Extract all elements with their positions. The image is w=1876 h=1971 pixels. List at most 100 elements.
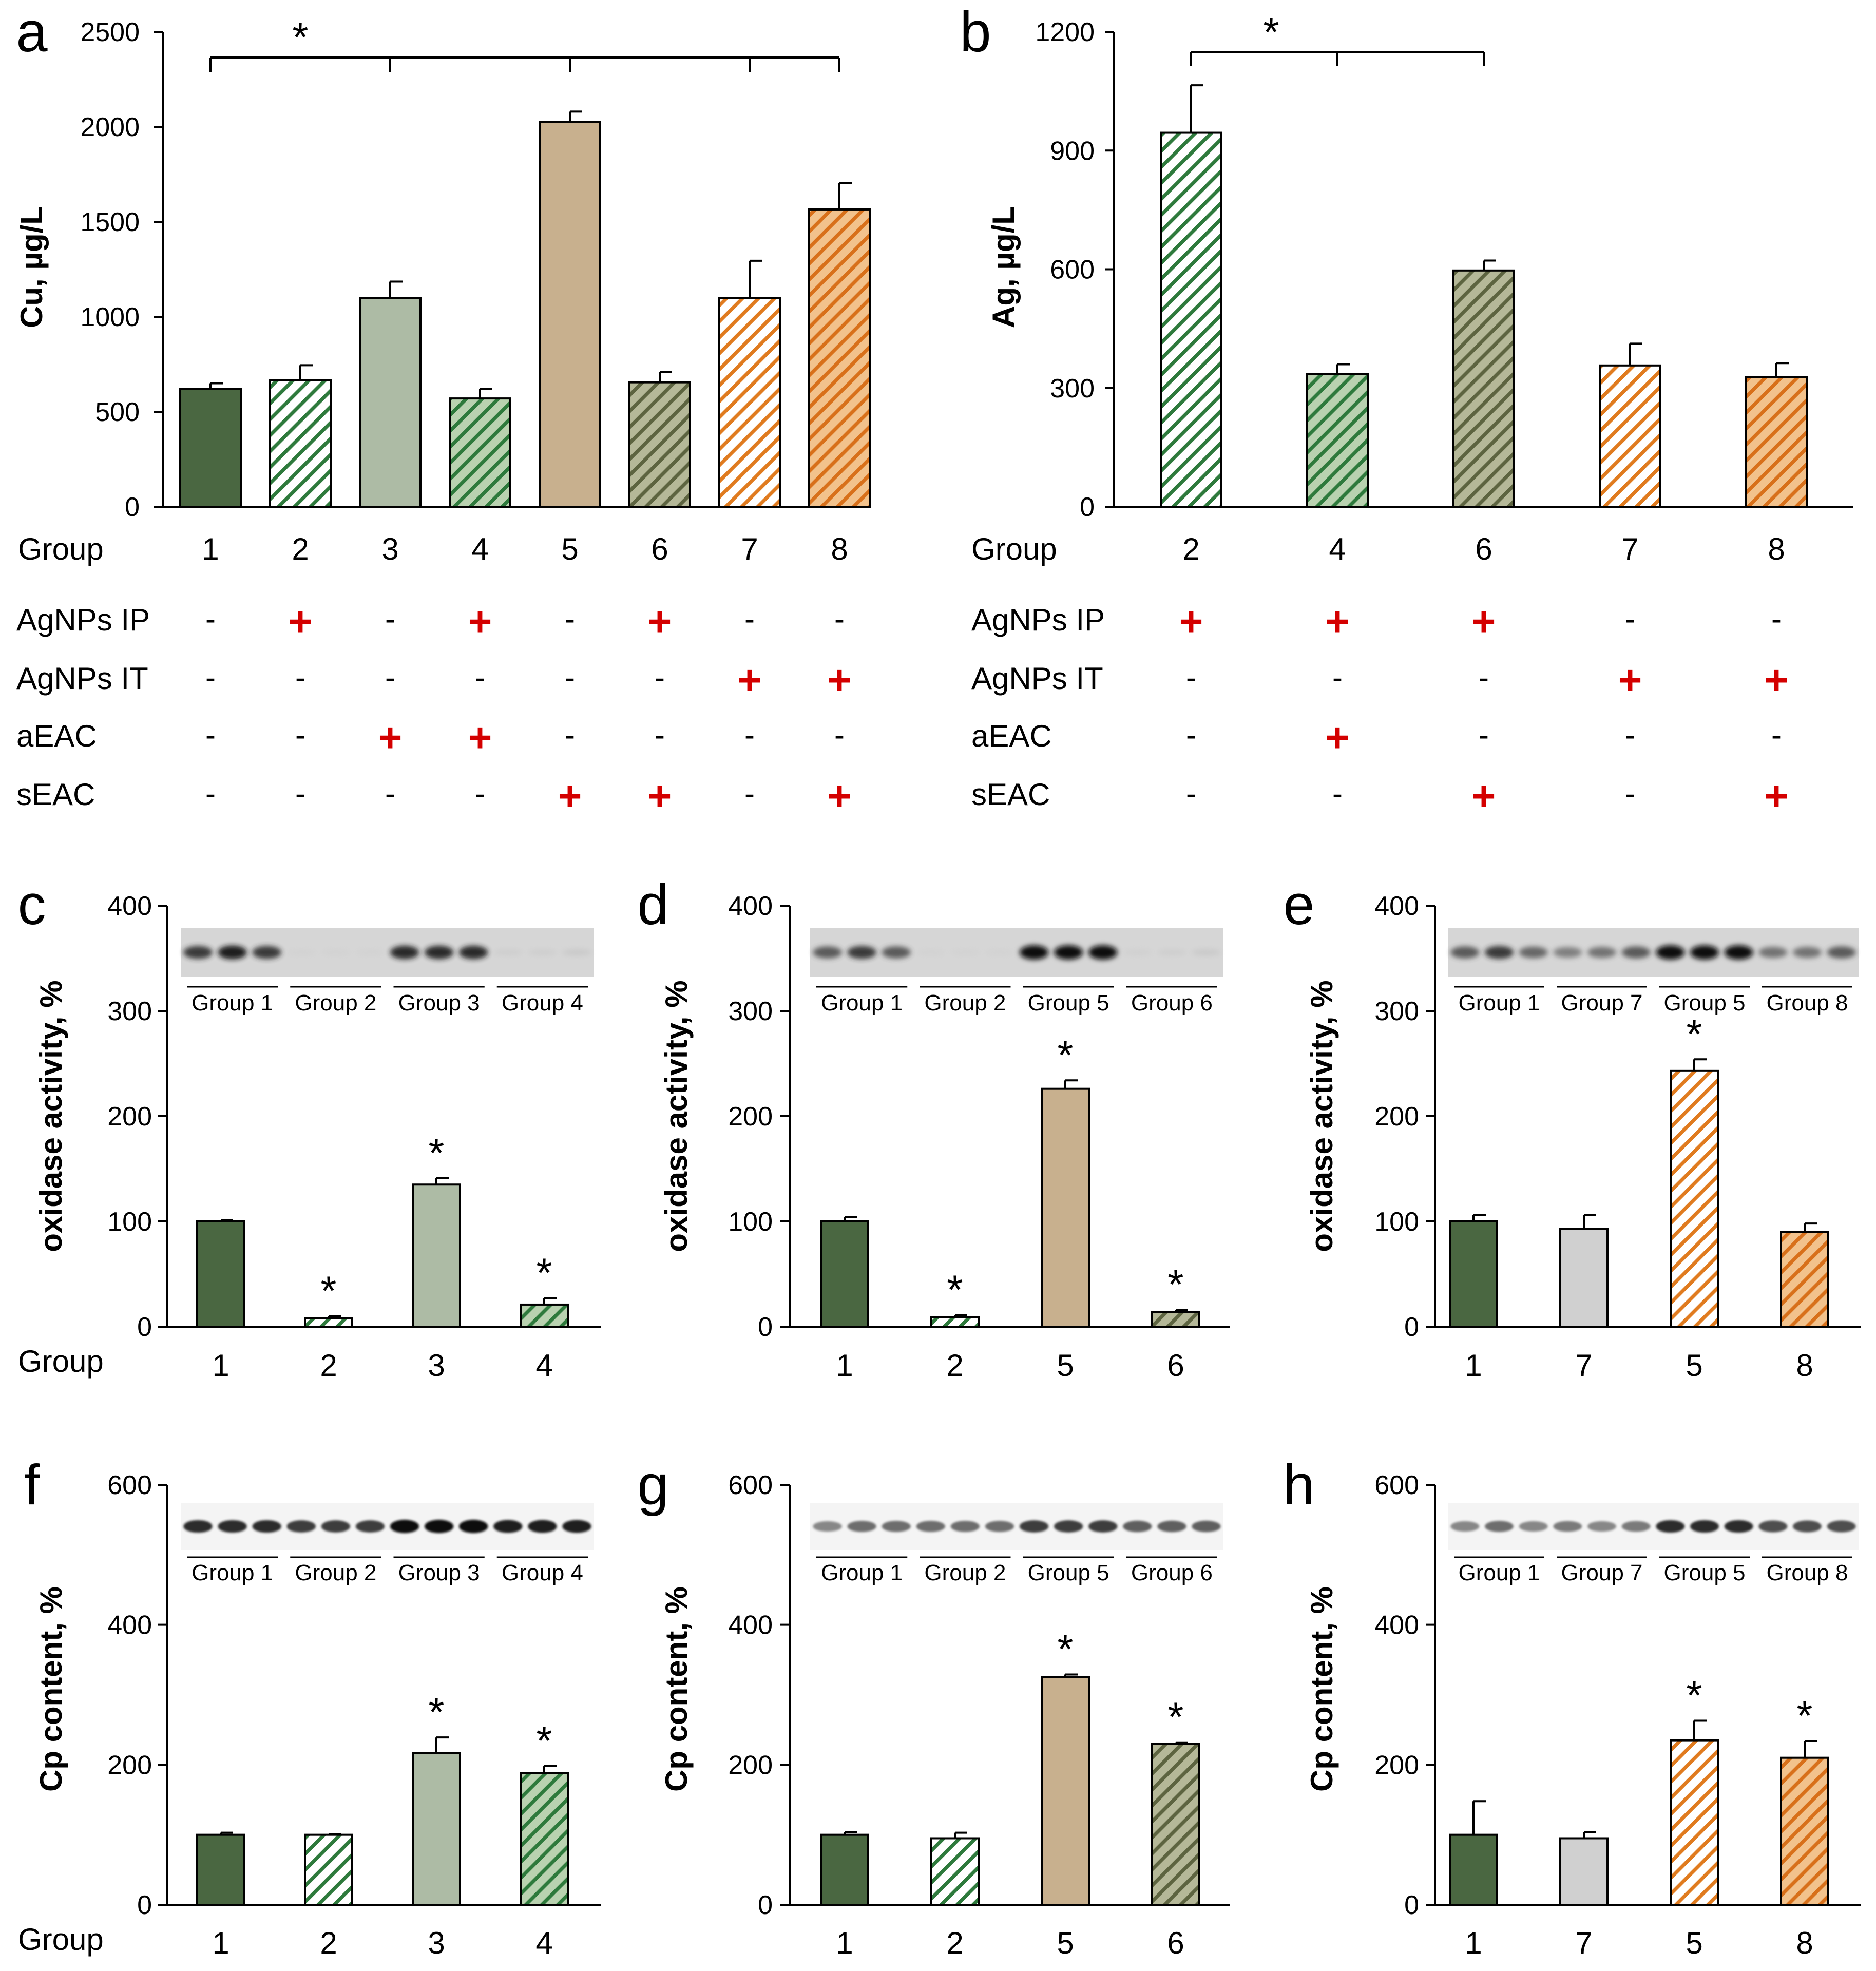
treatment-minus: - bbox=[205, 776, 216, 811]
significance-star: * bbox=[1057, 1626, 1073, 1672]
treatment-minus: - bbox=[565, 660, 575, 695]
blot-band bbox=[1690, 945, 1719, 960]
bar bbox=[412, 1183, 461, 1328]
blot-band bbox=[950, 1521, 980, 1532]
x-tick-label: 2 bbox=[320, 1348, 337, 1383]
treatment-plus: + bbox=[828, 773, 852, 819]
bar bbox=[1306, 373, 1369, 508]
y-tick-label: 300 bbox=[1374, 997, 1419, 1026]
panel-label-f: f bbox=[24, 1453, 40, 1517]
blot-band bbox=[528, 1520, 557, 1533]
blot-band bbox=[1656, 1520, 1685, 1533]
bar bbox=[520, 1303, 569, 1328]
blot-band bbox=[1088, 1520, 1118, 1533]
y-tick-label: 400 bbox=[728, 1611, 773, 1640]
panel-label-h: h bbox=[1283, 1453, 1314, 1517]
blot-band bbox=[1519, 946, 1548, 959]
blot-band bbox=[1123, 1520, 1152, 1533]
treatment-minus: - bbox=[1625, 718, 1635, 752]
bar bbox=[196, 1220, 245, 1328]
blot-band bbox=[183, 1520, 213, 1533]
blot-band bbox=[1758, 1520, 1788, 1533]
blot-group-label: Group 2 bbox=[295, 1560, 376, 1585]
treatment-minus: - bbox=[655, 660, 665, 695]
x-tick-label: 6 bbox=[651, 532, 668, 566]
blot-group-label: Group 1 bbox=[192, 990, 273, 1016]
blot-band bbox=[1157, 1520, 1186, 1533]
blot-band bbox=[562, 1520, 591, 1533]
treatment-minus: - bbox=[1771, 718, 1782, 752]
blot-band bbox=[1553, 947, 1582, 958]
y-tick-label: 1200 bbox=[1035, 17, 1095, 47]
blot-band bbox=[1621, 1521, 1651, 1532]
x-tick-label: 6 bbox=[1475, 532, 1492, 566]
blot-band bbox=[1587, 1521, 1616, 1532]
panel-e: e 0 100 200 300 400 oxidase activity, % 1 7 5 * 8 Gr… bbox=[1283, 873, 1861, 1383]
blot-band bbox=[286, 1520, 316, 1533]
blot-band bbox=[1088, 945, 1118, 960]
x-tick-label: 7 bbox=[1575, 1348, 1592, 1383]
blot-band bbox=[528, 949, 557, 955]
treatment-minus: - bbox=[1332, 776, 1343, 811]
panel-label-c: c bbox=[18, 873, 46, 936]
bar bbox=[1670, 1739, 1719, 1906]
bar bbox=[520, 1772, 569, 1906]
significance-star: * bbox=[1167, 1261, 1183, 1307]
panel-label-d: d bbox=[637, 873, 668, 936]
y-axis-label: Ag, µg/L bbox=[986, 206, 1021, 328]
bar bbox=[359, 297, 422, 508]
blot-group-label: Group 8 bbox=[1767, 990, 1848, 1016]
y-tick-label: 0 bbox=[1080, 492, 1095, 522]
significance-star: * bbox=[1686, 1672, 1702, 1718]
blot-group-label: Group 4 bbox=[502, 990, 583, 1016]
y-tick-label: 0 bbox=[1404, 1312, 1419, 1342]
panel-f: f 0 200 400 600 Cp content, % 1 2 3 * 4 * Group Group… bbox=[18, 1453, 601, 1960]
treatment-label: sEAC bbox=[16, 777, 95, 812]
x-tick-label: 3 bbox=[428, 1926, 445, 1960]
blot-background bbox=[181, 1503, 594, 1550]
blot-group-label: Group 6 bbox=[1131, 990, 1213, 1016]
blot-group-label: Group 2 bbox=[924, 1560, 1006, 1585]
bar bbox=[1780, 1231, 1829, 1328]
treatment-minus: - bbox=[1479, 660, 1489, 695]
treatment-minus: - bbox=[1625, 776, 1635, 811]
panel-g: g 0 200 400 600 Cp content, % 1 2 5 * 6 * Group 1 Gro… bbox=[637, 1453, 1230, 1960]
blot-band bbox=[424, 1520, 454, 1533]
significance-star: * bbox=[1263, 9, 1279, 55]
y-tick-label: 200 bbox=[1374, 1102, 1419, 1132]
treatment-minus: - bbox=[744, 718, 755, 752]
y-axis-label: oxidase activity, % bbox=[34, 980, 68, 1252]
treatment-plus: + bbox=[558, 773, 582, 819]
y-tick-label: 600 bbox=[1050, 255, 1095, 285]
x-tick-label: 5 bbox=[1686, 1926, 1702, 1960]
blot-band bbox=[1019, 945, 1049, 960]
blot-band bbox=[1690, 1520, 1719, 1533]
blot-band bbox=[1827, 1520, 1856, 1533]
blot-band bbox=[1724, 1520, 1753, 1533]
significance-star: * bbox=[1796, 1693, 1812, 1738]
blot-band bbox=[1450, 946, 1480, 959]
bar bbox=[304, 1317, 353, 1328]
y-tick-label: 300 bbox=[107, 997, 152, 1026]
y-tick-label: 0 bbox=[137, 1312, 152, 1342]
treatment-minus: - bbox=[744, 602, 755, 636]
blot-band bbox=[847, 946, 876, 959]
treatment-label: aEAC bbox=[971, 719, 1052, 753]
y-tick-label: 200 bbox=[107, 1750, 152, 1780]
blot-band bbox=[1587, 947, 1616, 958]
y-tick-label: 600 bbox=[1374, 1470, 1419, 1500]
significance-star: * bbox=[1167, 1694, 1183, 1740]
x-tick-label: 1 bbox=[1465, 1348, 1482, 1383]
y-tick-label: 400 bbox=[728, 891, 773, 921]
significance-star: * bbox=[428, 1130, 444, 1176]
x-tick-label: 4 bbox=[535, 1926, 552, 1960]
blot-band bbox=[1724, 945, 1753, 960]
blot-group-label: Group 5 bbox=[1664, 990, 1746, 1016]
y-tick-label: 100 bbox=[728, 1207, 773, 1237]
blot-band bbox=[562, 949, 591, 956]
y-tick-label: 2000 bbox=[80, 112, 140, 142]
blot-band bbox=[183, 946, 213, 959]
x-tick-label: 5 bbox=[561, 532, 578, 566]
bar bbox=[412, 1752, 461, 1906]
panel-a: a 0 500 1000 1500 2000 2500 Cu, µg/L 1 2 3 4 5 6 7 8 Gro… bbox=[14, 1, 871, 819]
